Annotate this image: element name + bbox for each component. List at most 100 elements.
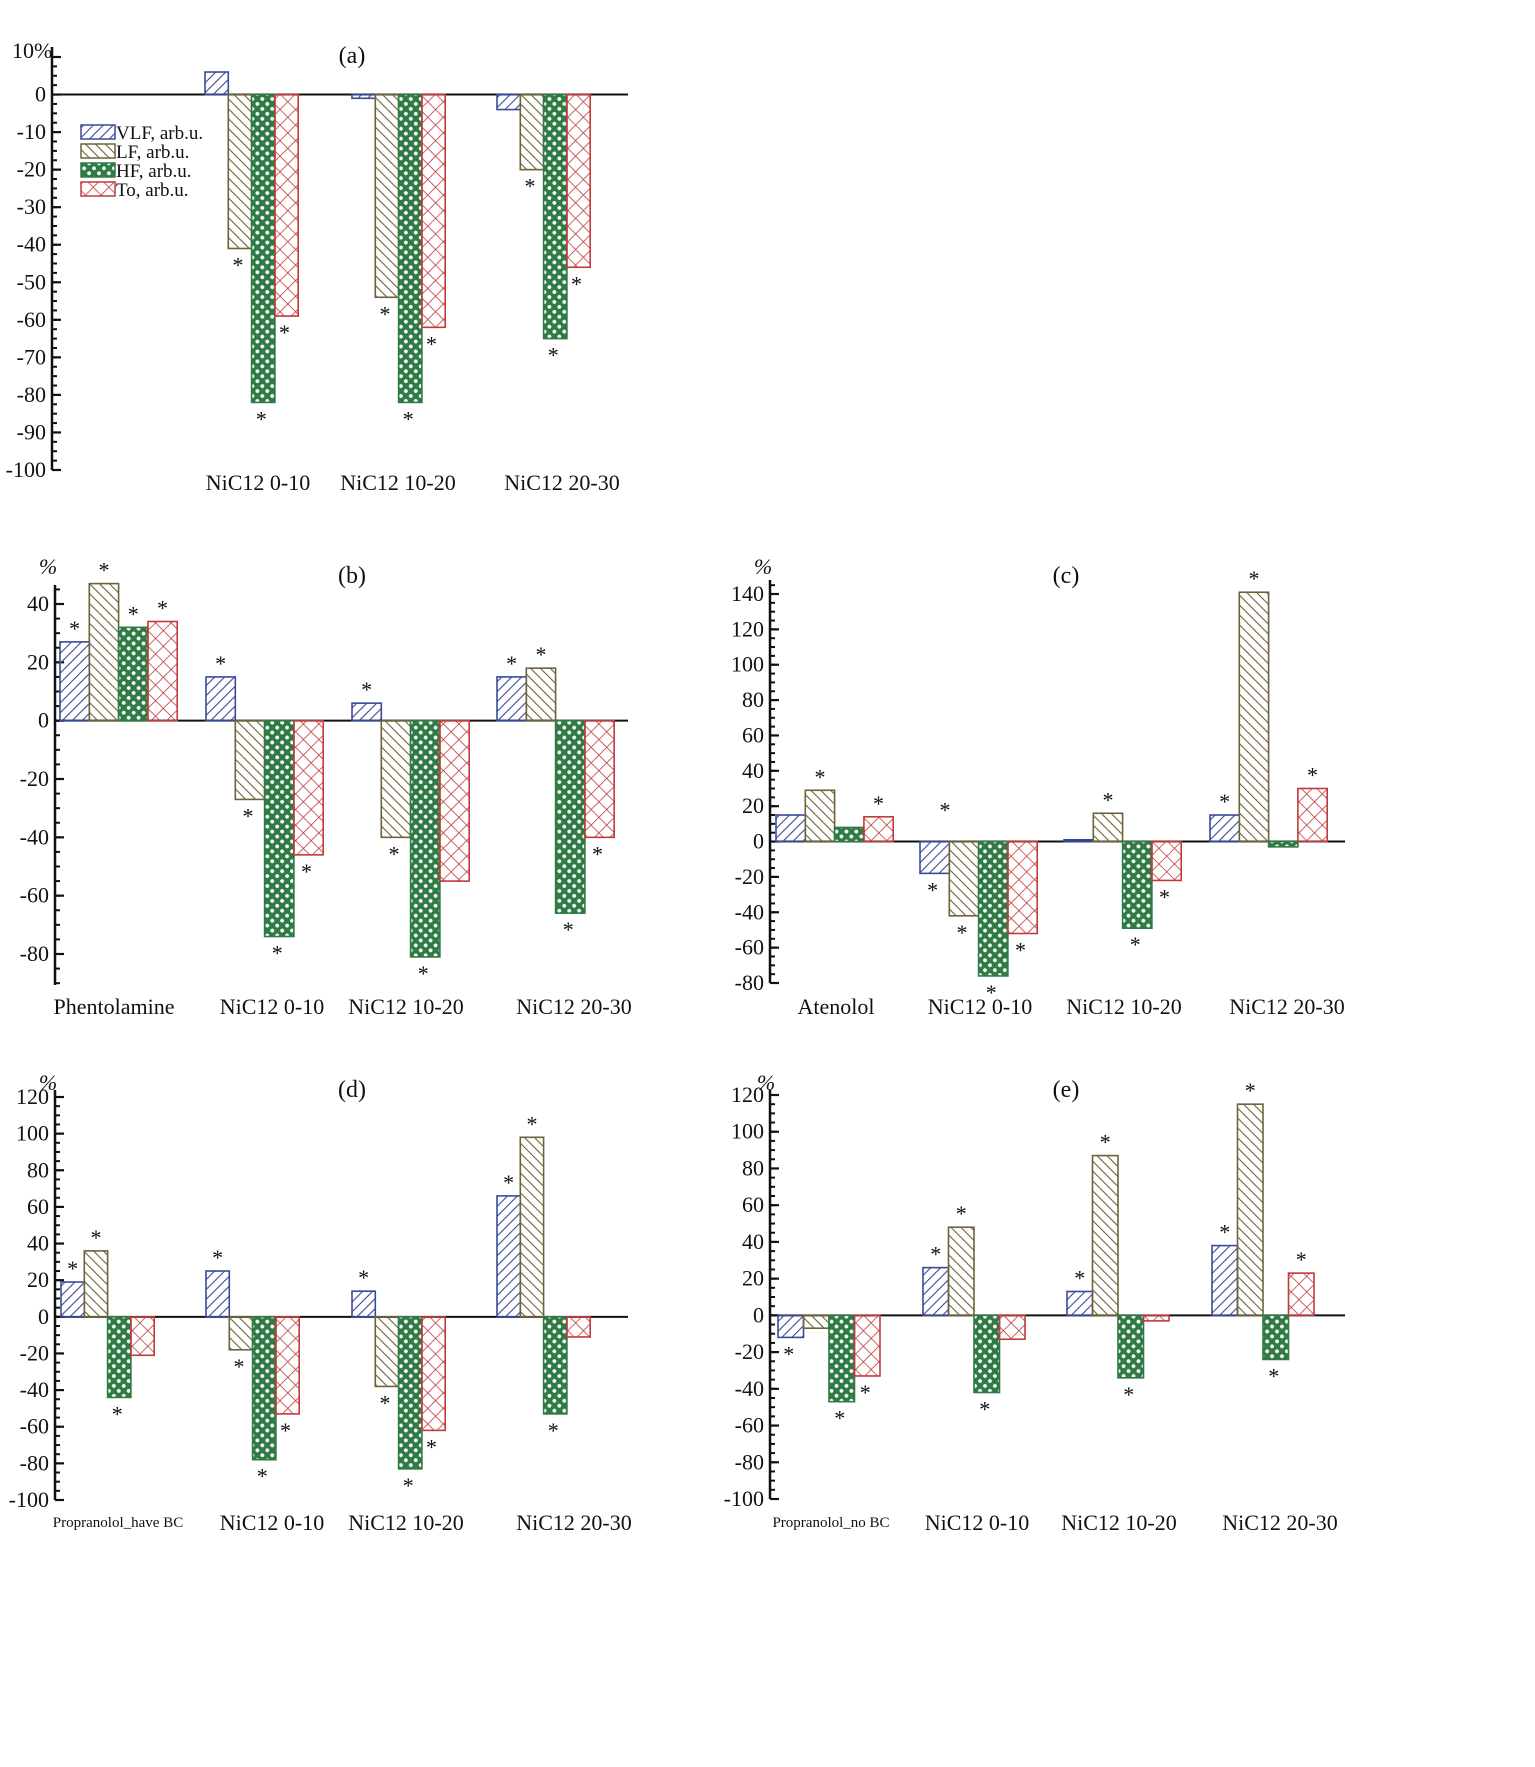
significance-asterisk: * bbox=[1123, 1382, 1134, 1407]
bar-to bbox=[566, 93, 592, 269]
significance-asterisk: * bbox=[232, 252, 243, 277]
significance-asterisk: * bbox=[1245, 1078, 1256, 1103]
panel-title: (c) bbox=[1053, 563, 1080, 589]
bar-to bbox=[863, 815, 895, 843]
category-label: NiC12 20-30 bbox=[504, 470, 620, 495]
y-tick-label: -40 bbox=[20, 824, 49, 849]
category-label: NiC12 0-10 bbox=[220, 994, 325, 1019]
bar-vlf bbox=[777, 1314, 805, 1339]
significance-asterisk: * bbox=[979, 1396, 990, 1421]
y-tick-label: 80 bbox=[742, 687, 764, 712]
significance-asterisk: * bbox=[548, 1418, 559, 1443]
bar-to bbox=[275, 1316, 300, 1415]
category-label: NiC12 10-20 bbox=[340, 470, 456, 495]
significance-asterisk: * bbox=[1219, 789, 1230, 814]
y-tick-label: 80 bbox=[742, 1155, 764, 1180]
bar-lf bbox=[519, 93, 545, 171]
bar-lf bbox=[227, 93, 253, 250]
panel-c: (c)%140 120 100 80 60 40 20 0 -20 -40 -60 -80 * * * * * *… bbox=[731, 554, 1345, 1019]
significance-asterisk: * bbox=[157, 596, 168, 621]
bar-to bbox=[274, 93, 299, 317]
bar-vlf bbox=[205, 676, 237, 722]
significance-asterisk: * bbox=[301, 859, 312, 884]
significance-asterisk: * bbox=[358, 1265, 369, 1290]
bar-vlf bbox=[775, 814, 807, 843]
y-unit-label: % bbox=[39, 1070, 57, 1095]
significance-asterisk: * bbox=[69, 616, 80, 641]
significance-asterisk: * bbox=[956, 920, 967, 945]
significance-asterisk: * bbox=[67, 1256, 78, 1281]
bar-to bbox=[421, 1316, 446, 1432]
bar-lf bbox=[88, 582, 120, 722]
y-tick-label: 100 bbox=[16, 1121, 49, 1146]
significance-asterisk: * bbox=[873, 791, 884, 816]
y-tick-label: -50 bbox=[17, 269, 46, 294]
y-tick-label: 0 bbox=[753, 1302, 764, 1327]
legend-swatch-hf bbox=[80, 162, 116, 178]
y-tick-label: 20 bbox=[27, 1267, 49, 1292]
significance-asterisk: * bbox=[1296, 1247, 1307, 1272]
y-tick-label: -80 bbox=[17, 382, 46, 407]
y-tick-label: -40 bbox=[735, 899, 764, 924]
y-tick-label: -20 bbox=[20, 766, 49, 791]
significance-asterisk: * bbox=[814, 764, 825, 789]
y-tick-label: -80 bbox=[20, 1450, 49, 1475]
bar-hf bbox=[397, 93, 423, 404]
y-tick-label: -60 bbox=[20, 1414, 49, 1439]
bar-vlf bbox=[204, 71, 230, 96]
bar-lf bbox=[947, 1226, 975, 1317]
y-tick-label: -60 bbox=[735, 1413, 764, 1438]
bar-hf bbox=[1121, 840, 1153, 929]
panel-title: (d) bbox=[338, 1077, 366, 1103]
y-tick-label: 80 bbox=[27, 1157, 49, 1182]
category-label: NiC12 10-20 bbox=[1061, 1510, 1177, 1535]
y-tick-label: 40 bbox=[27, 1231, 49, 1256]
significance-asterisk: * bbox=[280, 1418, 291, 1443]
bar-hf bbox=[117, 626, 149, 722]
bar-to bbox=[147, 620, 178, 722]
bar-lf bbox=[1236, 1103, 1264, 1317]
bar-to bbox=[566, 1316, 592, 1338]
bar-vlf bbox=[1209, 814, 1241, 843]
bar-vlf bbox=[1063, 838, 1095, 843]
y-tick-label: -20 bbox=[735, 864, 764, 889]
panel-title: (e) bbox=[1053, 1077, 1080, 1103]
panel-title: (b) bbox=[338, 563, 366, 589]
bar-vlf bbox=[205, 1270, 231, 1318]
y-tick-label: -40 bbox=[17, 232, 46, 257]
significance-asterisk: * bbox=[1307, 763, 1318, 788]
bar-vlf bbox=[60, 1281, 86, 1318]
y-tick-label: -10 bbox=[17, 119, 46, 144]
bar-lf bbox=[374, 93, 400, 299]
significance-asterisk: * bbox=[379, 1390, 390, 1415]
significance-asterisk: * bbox=[571, 271, 582, 296]
significance-asterisk: * bbox=[128, 601, 139, 626]
bar-hf bbox=[1267, 840, 1299, 848]
panel-d: (d)%120 100 80 60 40 20 0 -20 -40 -60 -80 -100 * * * * *… bbox=[9, 1070, 632, 1535]
significance-asterisk: * bbox=[257, 1464, 268, 1489]
bar-to bbox=[1151, 840, 1183, 882]
y-tick-label: 0 bbox=[35, 82, 46, 107]
bar-to bbox=[130, 1316, 155, 1357]
significance-asterisk: * bbox=[379, 301, 390, 326]
bar-hf bbox=[554, 719, 586, 914]
y-unit-label: % bbox=[754, 554, 772, 579]
significance-asterisk: * bbox=[242, 803, 253, 828]
significance-asterisk: * bbox=[388, 841, 399, 866]
significance-asterisk: * bbox=[1074, 1265, 1085, 1290]
bar-vlf bbox=[496, 676, 528, 722]
bar-hf bbox=[397, 1316, 423, 1470]
bar-lf bbox=[802, 1314, 830, 1330]
y-tick-label: -70 bbox=[17, 344, 46, 369]
y-tick-label: -20 bbox=[735, 1339, 764, 1364]
panel-a: (a) 10% 0 -10 -20 -30 -40 -50 -60 -70 -80 -90 -100 * *… bbox=[6, 38, 628, 495]
bar-vlf bbox=[59, 641, 91, 722]
significance-asterisk: * bbox=[592, 841, 603, 866]
y-tick-label: 100 bbox=[731, 1119, 764, 1144]
panel-e: (e)%120 100 80 60 40 20 0 -20 -40 -60 -80 -100 * * * * *… bbox=[724, 1070, 1345, 1535]
significance-asterisk: * bbox=[1102, 787, 1113, 812]
bar-to bbox=[1287, 1272, 1315, 1317]
y-tick-label: -90 bbox=[17, 419, 46, 444]
legend-label: HF, arb.u. bbox=[116, 161, 192, 182]
significance-asterisk: * bbox=[548, 343, 559, 368]
